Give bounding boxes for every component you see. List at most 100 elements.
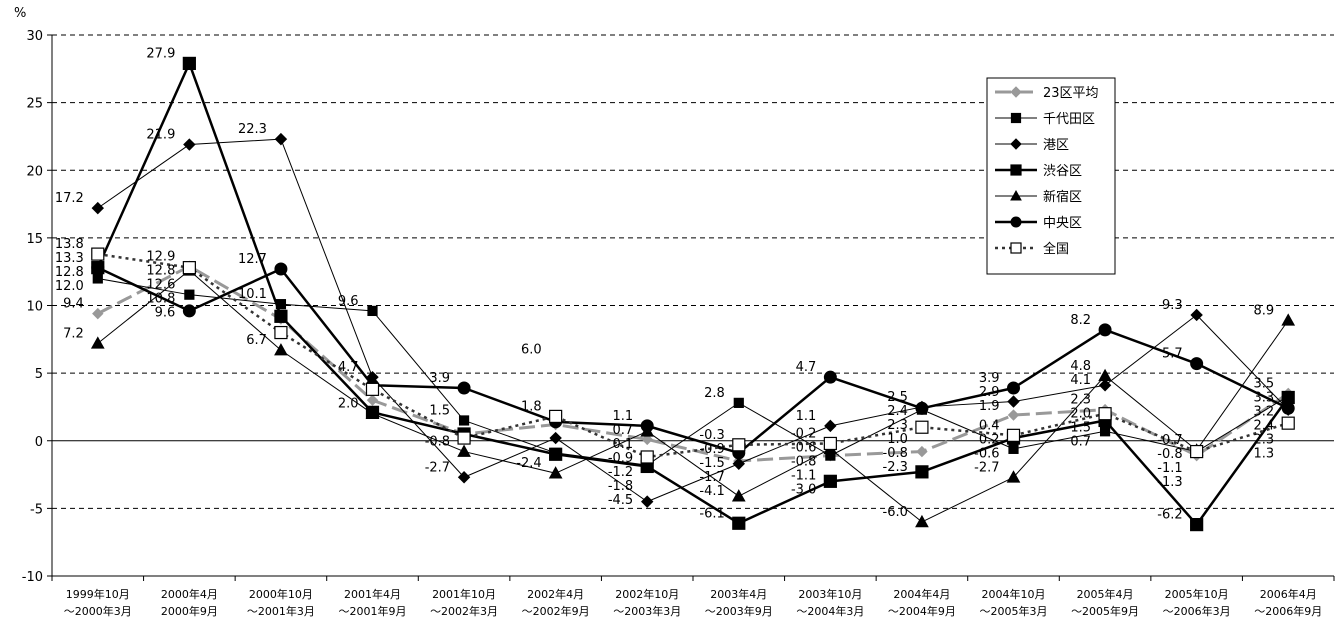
data-label: -1.3 (1157, 475, 1182, 490)
x-axis: 1999年10月 ～2000年3月 2000年4月 2000年9月 2000年10月 ～2… (51, 575, 1335, 618)
data-point (184, 289, 195, 300)
data-label: 6.0 (521, 343, 542, 358)
data-point (1006, 428, 1021, 442)
data-point (915, 401, 929, 415)
data-point (823, 474, 837, 488)
x-tick-label-line: 2005年10月 (1165, 587, 1229, 601)
data-point (548, 466, 563, 479)
data-point (1281, 416, 1295, 430)
x-tick-label: 2004年10月 ～2005年3月 (980, 587, 1048, 618)
data-point (1190, 357, 1204, 371)
y-tick-label: 0 (35, 435, 43, 450)
data-point (1281, 313, 1296, 326)
data-label: 9.3 (1162, 298, 1183, 313)
data-point (457, 381, 471, 395)
data-label: -6.2 (1157, 508, 1182, 523)
data-label: 2.4 (887, 404, 908, 419)
data-label: 2.3 (887, 418, 908, 433)
data-label: 4.7 (796, 360, 817, 375)
data-point (915, 514, 929, 528)
data-label: -0.9 (608, 451, 633, 466)
x-tick-label: 2005年10月 ～2006年3月 (1163, 587, 1231, 618)
data-label: 0.1 (613, 437, 634, 452)
data-label: 12.8 (55, 265, 84, 280)
data-label: 1.0 (887, 432, 908, 447)
x-tick-label-line: ～2004年3月 (796, 604, 864, 618)
data-label: 13.8 (55, 237, 84, 252)
y-tick-label: -10 (22, 570, 43, 585)
data-label: 3.5 (1254, 376, 1275, 391)
legend-label: 渋谷区 (1043, 164, 1082, 179)
legend-item: 全国 (995, 241, 1069, 257)
data-point (91, 247, 105, 261)
x-tick-label-line: ～2006年3月 (1163, 604, 1231, 618)
gridlines (52, 34, 1334, 509)
data-label: -3.0 (791, 482, 816, 497)
data-label: -2.4 (516, 456, 541, 471)
legend-marker (1010, 138, 1022, 150)
x-tick-label-line: ～2005年3月 (980, 604, 1048, 618)
data-point (824, 419, 837, 433)
data-label: 21.9 (146, 128, 175, 143)
data-label: -0.8 (425, 435, 450, 450)
data-point (640, 450, 654, 464)
data-label: 1.3 (1254, 446, 1275, 461)
data-point (366, 394, 379, 406)
data-label: 0.2 (979, 432, 1000, 447)
series-line (97, 269, 1289, 523)
x-tick-label-line: ～2003年3月 (613, 604, 681, 618)
data-label: -1.2 (608, 465, 633, 480)
data-label: 9.6 (338, 294, 359, 309)
data-point (1007, 381, 1020, 395)
data-label: 12.8 (146, 263, 175, 278)
series-line (96, 62, 1290, 526)
data-point (1190, 444, 1204, 459)
data-label: 4.8 (1070, 359, 1091, 374)
data-label: -2.7 (974, 460, 999, 475)
data-label: -4.1 (699, 484, 724, 499)
x-tick-label: 2005年4月 ～2005年9月 (1071, 587, 1139, 618)
data-point (731, 489, 746, 502)
data-point (1098, 407, 1112, 421)
x-tick-label: 2002年4月 ～2002年9月 (522, 587, 590, 618)
x-tick-label-line: ～2001年3月 (247, 604, 315, 618)
legend-box (986, 77, 1116, 275)
y-tick-label: 25 (26, 97, 43, 112)
legend-marker (1010, 189, 1022, 201)
y-unit-label: % (14, 6, 26, 21)
data-label: 4.7 (338, 360, 359, 375)
y-axis: % -10 -5 0 5 10 15 20 25 30 (14, 6, 53, 585)
x-tick-label-line: ～2004年9月 (888, 604, 956, 618)
data-point (732, 438, 746, 452)
data-label: 12.7 (238, 252, 267, 267)
data-point (732, 516, 746, 530)
data-label: -0.7 (1157, 433, 1182, 448)
legend-marker (1010, 242, 1022, 254)
data-point (1007, 395, 1020, 408)
data-point (915, 465, 929, 479)
data-label: -0.6 (974, 446, 999, 461)
series-line (97, 277, 1289, 466)
data-label: 2.8 (704, 386, 725, 401)
legend-label: 千代田区 (1043, 112, 1095, 127)
data-label: 0.7 (1070, 435, 1091, 450)
data-label: 7.2 (63, 326, 84, 341)
data-point (457, 431, 471, 445)
data-point (1098, 368, 1112, 382)
data-point (915, 420, 929, 434)
legend-item: 渋谷区 (995, 164, 1082, 179)
series-lines (90, 56, 1296, 532)
data-label: -0.8 (1157, 447, 1182, 462)
data-point (183, 138, 196, 151)
data-label: 2.0 (338, 397, 359, 412)
data-label: -1.5 (699, 456, 724, 471)
data-point (732, 457, 745, 470)
data-point (549, 431, 562, 445)
data-label: 9.6 (155, 305, 176, 320)
x-tick-label-line: ～2002年9月 (522, 604, 590, 618)
data-point (1098, 323, 1112, 337)
data-label: 8.2 (1070, 313, 1091, 328)
series-全国 (91, 247, 1295, 464)
legend-marker (1010, 164, 1022, 176)
